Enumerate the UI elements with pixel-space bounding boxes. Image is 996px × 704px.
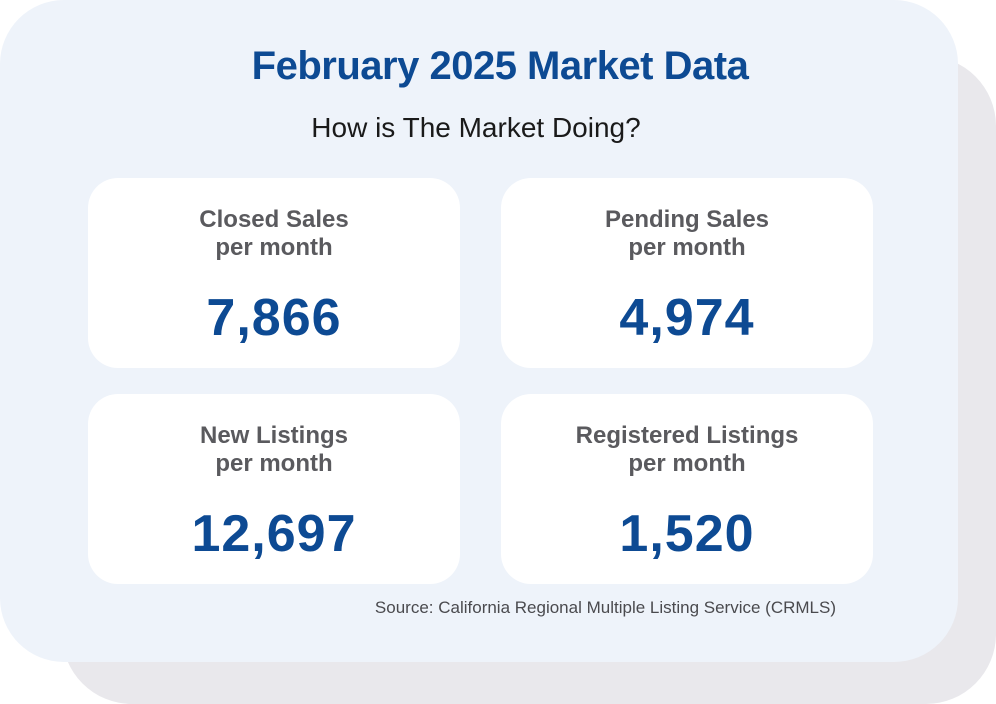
stat-label: Pending Sales per month [501,206,873,262]
stat-label-line1: Registered Listings [575,422,799,449]
stat-label-line2: per month [628,234,746,261]
stat-card-registered-listings: Registered Listings per month 1,520 [501,394,873,584]
source-note: Source: California Regional Multiple Lis… [374,598,836,617]
stat-card-closed-sales: Closed Sales per month 7,866 [88,178,460,368]
stat-label-line1: New Listings [199,422,349,449]
stat-card-new-listings: New Listings per month 12,697 [88,394,460,584]
stat-card-pending-sales: Pending Sales per month 4,974 [501,178,873,368]
stat-label: New Listings per month [88,422,460,478]
stat-value: 7,866 [206,289,342,347]
stat-value: 12,697 [191,505,357,563]
stat-label-line2: per month [215,234,333,261]
stat-value: 4,974 [619,289,755,347]
market-data-panel: February 2025 Market Data How is The Mar… [0,0,958,662]
stat-value: 1,520 [619,505,755,563]
page-title: February 2025 Market Data [251,44,749,88]
stat-label-line2: per month [215,450,333,477]
stat-label: Registered Listings per month [501,422,873,478]
stat-label-line2: per month [628,450,746,477]
stat-label-line1: Closed Sales [199,206,349,233]
stat-label: Closed Sales per month [88,206,460,262]
page-subtitle: How is The Market Doing? [311,112,641,143]
stat-label-line1: Pending Sales [604,206,770,233]
